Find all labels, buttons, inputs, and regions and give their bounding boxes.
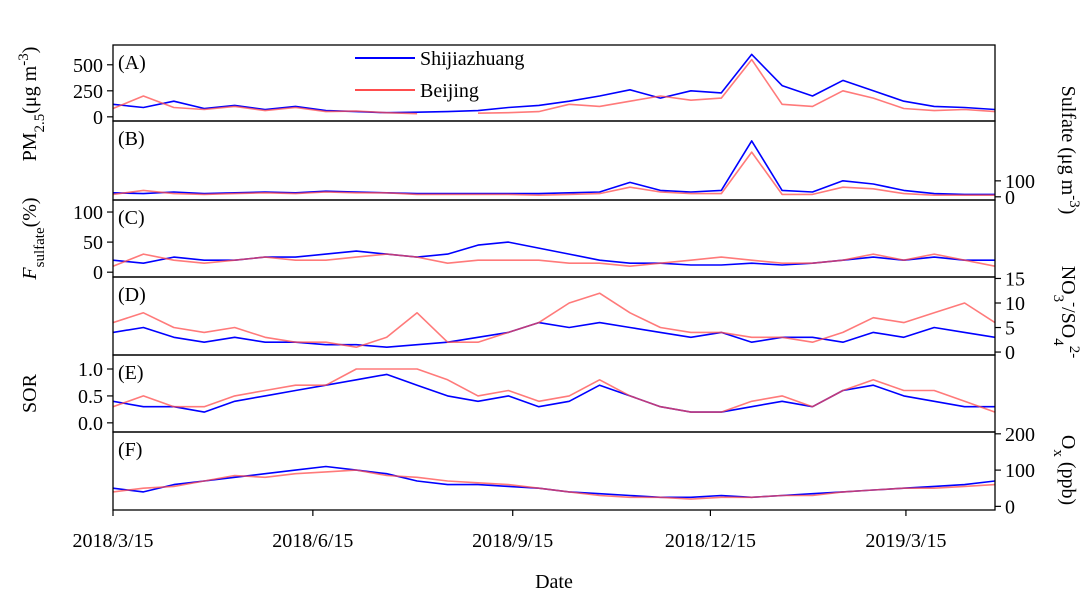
axis-label-part: - [1066, 302, 1082, 307]
panel-frame [112, 276, 996, 356]
data-line [113, 469, 995, 500]
data-line [113, 253, 995, 267]
panel-frame [112, 431, 996, 511]
axis-label: Sulfate (μg m-3) [1057, 86, 1082, 215]
y-tick-label: 0 [1005, 496, 1015, 518]
axis-label-part: 2- [1066, 346, 1082, 359]
panel-plot [113, 368, 995, 413]
y-tick-label: 0.0 [78, 413, 103, 435]
axis-label: NO3-/SO42- [1050, 266, 1082, 359]
data-line [113, 140, 995, 196]
panel-frame [112, 199, 996, 278]
axis-label-part: SOR [19, 373, 41, 413]
y-tick-label: 15 [1005, 268, 1025, 290]
axis-label-part: PM [19, 132, 41, 161]
axis-label-part: ) [1057, 208, 1079, 215]
axis-label-part: 2.5 [32, 114, 48, 133]
axis-label-part: x [1050, 449, 1066, 457]
axis-label-part: 3 [1050, 295, 1066, 303]
y-tick-label: 250 [73, 81, 103, 103]
data-line [113, 292, 995, 348]
data-line [113, 465, 995, 499]
axis-label-part: (ppb) [1057, 457, 1079, 505]
x-tick-label: 2019/3/15 [865, 530, 946, 552]
axis-label-part: -3 [16, 53, 32, 66]
y-tick-label: 0 [93, 262, 103, 284]
y-tick-label: 100 [73, 202, 103, 224]
y-tick-label: 10 [1005, 293, 1025, 315]
axis-label-part: /SO [1057, 307, 1079, 338]
data-line [113, 95, 418, 115]
y-tick-label: 50 [83, 232, 103, 254]
axis-label-part: O [1057, 435, 1079, 449]
y-tick-label: 200 [1005, 424, 1035, 446]
axis-label-part: Sulfate (μg m [1057, 86, 1079, 196]
panel-label: (F) [118, 439, 142, 461]
data-line [113, 151, 995, 196]
data-line [477, 58, 995, 114]
data-line [113, 368, 995, 413]
axis-label-part: (μg m [19, 65, 41, 113]
y-tick-label: 500 [73, 55, 103, 77]
axis-label-part: NO [1057, 266, 1079, 295]
x-axis-label: Date [535, 571, 573, 593]
legend-label: Shijiazhuang [420, 48, 524, 70]
panel-label: (C) [118, 207, 145, 229]
x-tick-label: 2018/3/15 [72, 530, 153, 552]
y-tick-label: 1.0 [78, 359, 103, 381]
panel-plot [113, 140, 995, 196]
panel-frame [112, 44, 996, 122]
y-tick-label: 100 [1005, 460, 1035, 482]
legend-label: Beijing [420, 80, 479, 102]
x-tick-label: 2018/12/15 [665, 530, 756, 552]
data-line [113, 53, 995, 114]
y-tick-label: 5 [1005, 318, 1015, 340]
axis-label-part: 4 [1050, 338, 1066, 346]
x-tick-label: 2018/9/15 [472, 530, 553, 552]
panel-plot [113, 53, 995, 115]
data-line [113, 373, 995, 413]
y-tick-label: 0 [93, 107, 103, 129]
axis-label: PM2.5(μg m-3) [16, 47, 48, 162]
panel-plot [113, 292, 995, 348]
panel-label: (B) [118, 128, 145, 150]
panel-plot [113, 241, 995, 267]
axis-label-part: sulfate [32, 227, 48, 267]
axis-label-part: -3 [1066, 195, 1082, 208]
y-tick-label: 0 [1005, 342, 1015, 364]
panel-plot [113, 465, 995, 500]
axis-label-part: ) [19, 47, 41, 54]
y-tick-label: 100 [1005, 171, 1035, 193]
axis-label: Ox (ppb) [1050, 435, 1079, 505]
y-tick-label: 0.5 [78, 386, 103, 408]
axis-label: Fsulfate(%) [19, 197, 48, 280]
axis-label-part: (%) [19, 197, 41, 227]
axis-label: SOR [19, 373, 41, 413]
axis-label-part: F [19, 267, 41, 281]
y-tick-label: 0 [1005, 187, 1015, 209]
panel-label: (A) [118, 52, 146, 74]
data-line [113, 321, 995, 348]
panel-label: (D) [118, 284, 146, 306]
panel-label: (E) [118, 362, 144, 384]
x-tick-label: 2018/6/15 [272, 530, 353, 552]
